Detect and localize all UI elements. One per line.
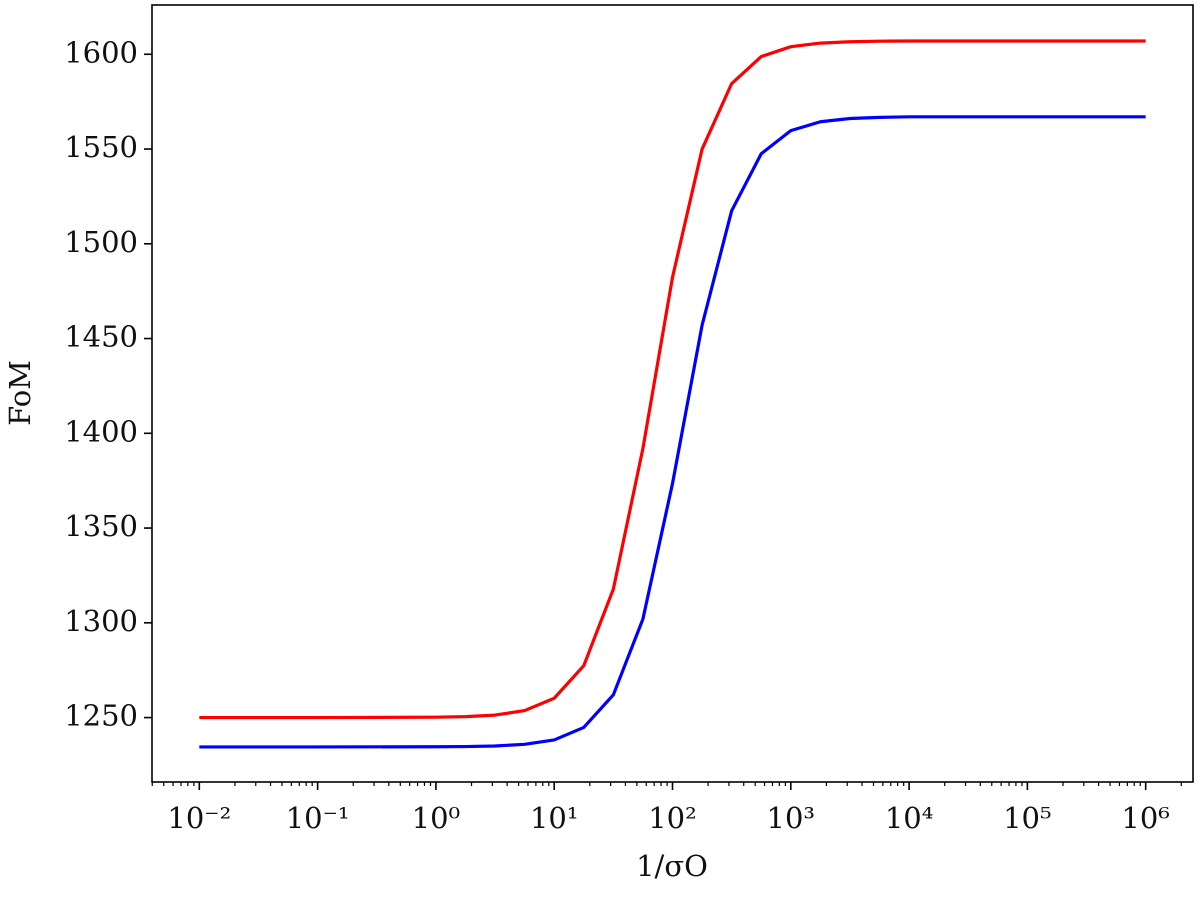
plot-frame (151, 4, 1194, 783)
x-tick-label: 10⁶ (1121, 801, 1170, 835)
x-tick-label: 10² (648, 801, 697, 835)
y-tick-label: 1300 (64, 604, 138, 638)
y-tick-label: 1450 (64, 320, 138, 354)
y-tick-label: 1250 (64, 699, 138, 733)
y-tick-label: 1400 (64, 414, 138, 448)
x-tick-label: 10⁻² (167, 801, 231, 835)
x-tick-label: 10⁴ (885, 801, 934, 835)
y-tick-label: 1500 (64, 225, 138, 259)
x-tick-label: 10⁰ (412, 801, 461, 835)
x-tick-label: 10³ (767, 801, 816, 835)
x-tick-label: 10⁻¹ (286, 801, 350, 835)
y-tick-label: 1350 (64, 509, 138, 543)
x-tick-label: 10¹ (530, 801, 579, 835)
series-line (199, 39, 1146, 720)
y-axis-label: FoM (3, 360, 37, 426)
x-axis-label: 1/σO (636, 849, 708, 883)
y-tick-label: 1600 (64, 35, 138, 69)
x-tick-label: 10⁵ (1003, 801, 1052, 835)
y-tick-label: 1550 (64, 130, 138, 164)
series-line (199, 115, 1146, 749)
